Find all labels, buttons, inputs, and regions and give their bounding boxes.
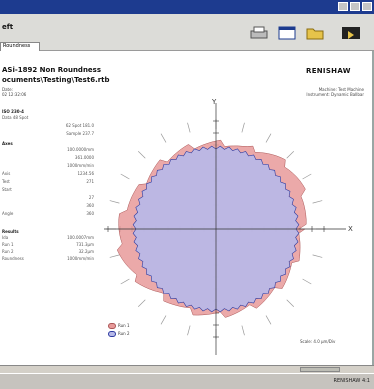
window-icon[interactable] <box>276 25 298 41</box>
radial-tick <box>137 150 146 159</box>
stat-value: 27 <box>88 195 94 200</box>
stat-value: 1234.56 <box>77 171 94 176</box>
axes-row: Angle 360 <box>2 211 94 216</box>
stats-section-axes: Axes <box>2 141 13 146</box>
app-label: eft <box>2 23 14 31</box>
stat-label: Run 2 <box>2 249 14 254</box>
horizontal-scrollbar[interactable] <box>0 365 374 373</box>
radial-tick <box>109 254 120 258</box>
radial-tick <box>160 133 167 143</box>
radial-tick <box>302 278 312 285</box>
stat-value: 1000mm/min <box>67 256 94 261</box>
machine-label: Machine: Test Machine <box>318 87 364 92</box>
stat-value: 32.2μm <box>78 249 94 254</box>
results-row: Roundness 1000mm/min <box>2 256 94 261</box>
stat-label: Data 48 Spot <box>2 115 29 120</box>
legend-label-run1: Run 1 <box>118 323 130 328</box>
report-title: ASi-1892 Non Roundness ocuments\Testing\… <box>2 65 110 85</box>
stat-label: Angle <box>2 211 14 216</box>
radial-tick <box>265 315 272 325</box>
y-axis-label: Y <box>211 98 217 106</box>
stat-value: 62 Spot 181.0 <box>65 123 94 128</box>
radial-tick <box>109 200 120 204</box>
legend-swatch-run2 <box>108 331 116 337</box>
menu-toolbar: eft <box>0 14 374 51</box>
stats-section-iso: ISO 230-4 <box>2 109 24 114</box>
system-tray: RENISHAW 4:1 <box>333 378 370 384</box>
radial-tick <box>241 325 245 336</box>
radial-tick <box>137 299 146 308</box>
stat-value: 100.0000mm <box>67 147 94 152</box>
help-icon[interactable] <box>340 25 362 41</box>
title-bar <box>0 0 374 14</box>
tab-roundness[interactable]: Roundness <box>0 42 40 51</box>
x-axis-label: X <box>348 225 353 233</box>
axes-row: Test 271 <box>2 179 94 184</box>
radial-tick <box>265 133 272 143</box>
folder-icon[interactable] <box>304 25 326 41</box>
roundness-polar-plot: X Y <box>104 98 353 355</box>
results-row: Ida 100.0007mm <box>2 235 94 240</box>
stats-section-results: Results <box>2 229 19 234</box>
stat-label: Run 1 <box>2 242 14 247</box>
maximize-button[interactable] <box>350 2 360 11</box>
report-path: ocuments\Testing\Test6.rtb <box>2 76 110 84</box>
window-controls <box>338 2 372 11</box>
stat-value: Sample 237.7 <box>66 131 94 136</box>
plot-scale: Scale: 4.0 μm/Div <box>300 339 336 344</box>
print-icon[interactable] <box>248 25 270 41</box>
stat-value: 271 <box>86 179 94 184</box>
instrument-label: Instrument: Dynamic Ballbar <box>306 92 364 97</box>
iso-row: Data 48 Spot <box>2 115 94 120</box>
results-row: Run 2 32.2μm <box>2 249 94 254</box>
stat-value: 361.0000 <box>74 155 94 160</box>
stat-label: Ida <box>2 235 9 240</box>
date-label: Date: <box>2 87 13 92</box>
stat-value: 731.3μm <box>76 242 94 247</box>
radial-tick <box>312 200 323 204</box>
results-row: Run 1 731.3μm <box>2 242 94 247</box>
radial-tick <box>120 278 130 285</box>
stat-value: 360 <box>86 203 94 208</box>
legend-run2: Run 2 <box>108 331 130 337</box>
radial-tick <box>286 150 295 159</box>
stat-label: Axis <box>2 171 11 176</box>
stat-label: Roundness <box>2 256 24 261</box>
legend-label-run2: Run 2 <box>118 331 130 336</box>
stat-label: Start <box>2 187 12 192</box>
stat-value: 1000mm/min <box>67 163 94 168</box>
scrollbar-thumb[interactable] <box>300 367 340 372</box>
radial-tick <box>187 122 191 133</box>
radial-tick <box>160 315 167 325</box>
brand-logo: RENISHAW <box>306 67 351 75</box>
report-timestamp: 02 12:32:06 <box>2 92 27 97</box>
legend-run1: Run 1 <box>108 323 130 329</box>
axes-row: Axis 1234.56 <box>2 171 94 176</box>
minimize-button[interactable] <box>338 2 348 11</box>
radial-tick <box>120 173 130 180</box>
report-page: ASi-1892 Non Roundness ocuments\Testing\… <box>0 51 372 365</box>
radial-tick <box>187 325 191 336</box>
close-button[interactable] <box>362 2 372 11</box>
legend-swatch-run1 <box>108 323 116 329</box>
taskbar: RENISHAW 4:1 <box>0 373 374 389</box>
stat-label: Test <box>2 179 10 184</box>
radial-tick <box>241 122 245 133</box>
stat-value: 100.0007mm <box>67 235 94 240</box>
axes-row: Start <box>2 187 94 192</box>
stat-value: 360 <box>86 211 94 216</box>
radial-tick <box>312 254 323 258</box>
report-name: ASi-1892 Non Roundness <box>2 66 102 74</box>
radial-tick <box>286 299 295 308</box>
radial-tick <box>302 173 312 180</box>
